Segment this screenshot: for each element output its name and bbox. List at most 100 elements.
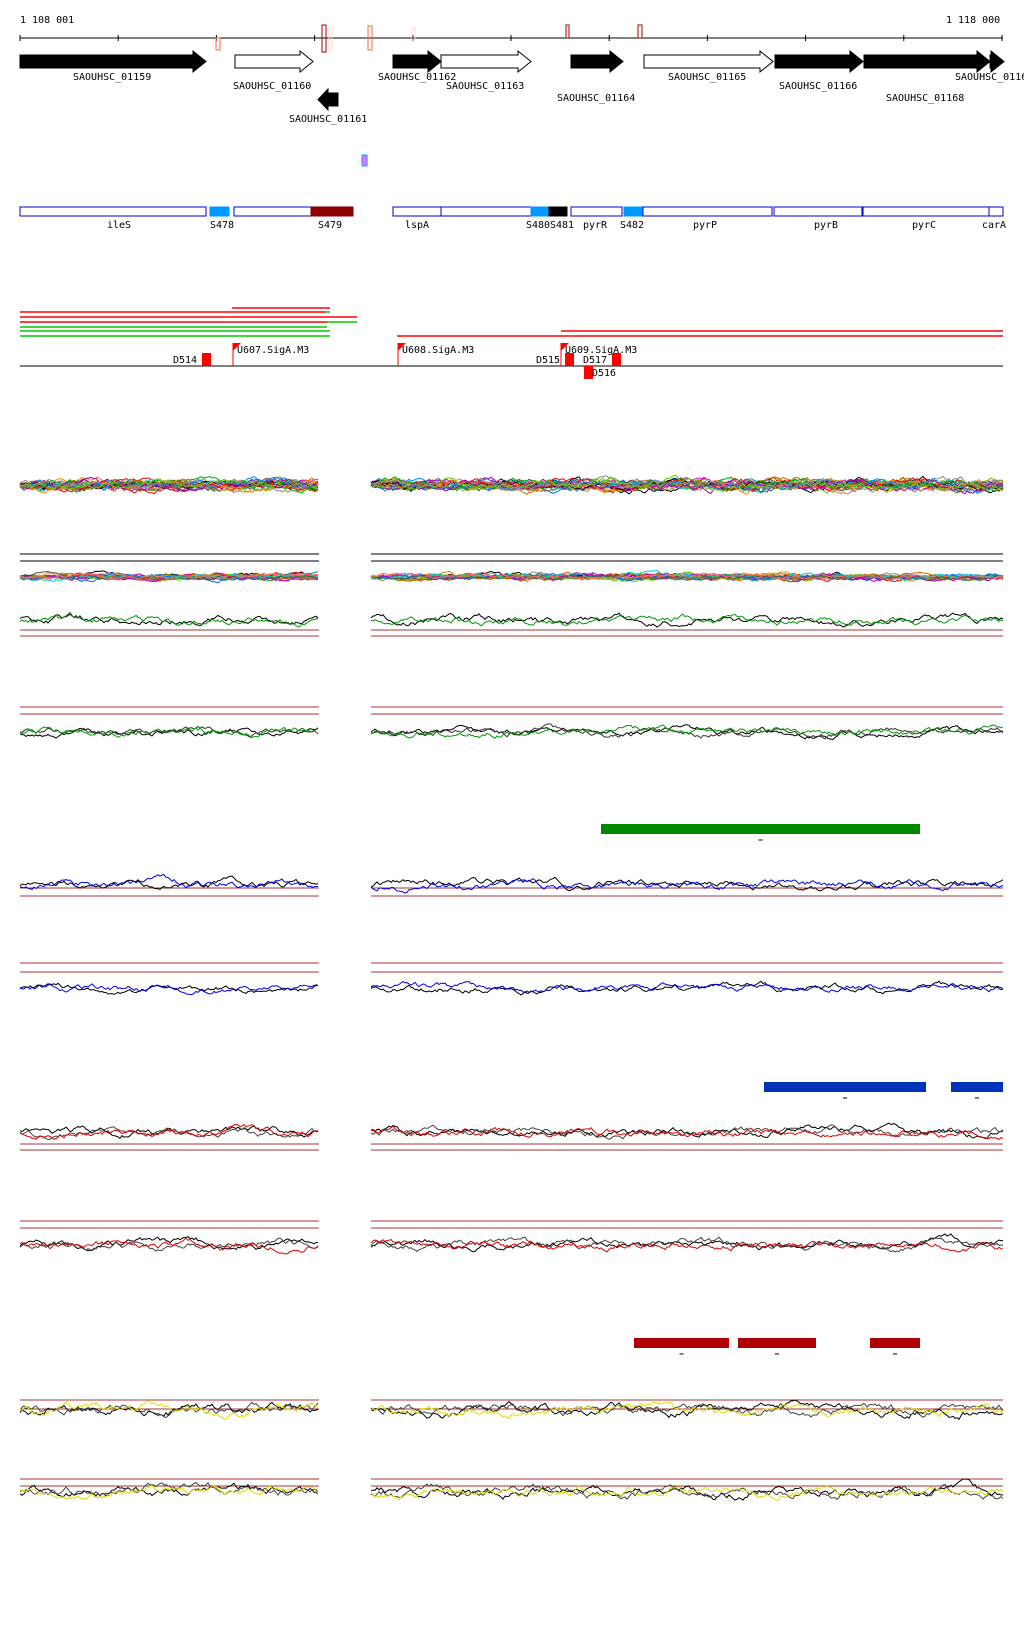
trace [370, 612, 1004, 628]
feature-label: S482 [620, 220, 644, 231]
trace [370, 1399, 1004, 1421]
trace [19, 1481, 319, 1497]
gene-label: SAOUHSC_01164 [557, 93, 635, 104]
site-marker [637, 24, 643, 39]
gene-arrow [643, 49, 774, 74]
trace [19, 1482, 319, 1498]
feature-pyrB [773, 206, 863, 217]
gene-label: SAOUHSC_01160 [233, 81, 311, 92]
site-marker [565, 24, 570, 39]
trace [370, 1403, 1004, 1418]
terminator-label: D514 [173, 355, 197, 366]
terminator-marker [612, 353, 621, 366]
gene-label: SAOUHSC_01165 [668, 72, 746, 83]
feature-label: pyrB [814, 220, 838, 231]
trace [370, 1478, 1004, 1501]
trace [370, 1125, 1004, 1141]
ruler-axis [19, 24, 1003, 167]
trace [19, 726, 319, 739]
trace [19, 983, 319, 995]
significance-bar [764, 1082, 926, 1092]
feature-carA [988, 206, 1004, 217]
trace [19, 1399, 319, 1420]
trace [20, 478, 319, 494]
terminator-marker [565, 353, 574, 366]
trace [370, 1401, 1004, 1419]
promoter-flag-icon [233, 343, 241, 351]
trace [370, 878, 1004, 894]
gene-arrow [989, 49, 1005, 74]
feature-S481 [548, 206, 568, 217]
trace [19, 1126, 319, 1140]
site-marker [361, 154, 368, 167]
feature-track: ileS S478 S479 lspA S480 S481 pyrR S482 pyrP pyrB… [19, 206, 1006, 231]
trace [19, 611, 319, 628]
gene-label: SAOUHSC_01162 [378, 72, 456, 83]
feature-ileS [19, 206, 207, 217]
trace [370, 723, 1004, 740]
terminator-label: D516 [592, 368, 616, 379]
promoter-label: U609.SigA.M3 [565, 345, 637, 356]
gene-label: SAOUHSC_01163 [446, 81, 524, 92]
trace [370, 478, 1004, 495]
trace [370, 477, 1004, 493]
significance-bar [870, 1338, 920, 1348]
site-marker [411, 27, 416, 41]
trace [370, 1122, 1004, 1139]
significance-bar [738, 1338, 816, 1348]
site-marker [215, 37, 221, 51]
feature-S479 [310, 206, 354, 217]
trace [370, 572, 1004, 581]
promoter-label: U607.SigA.M3 [237, 345, 309, 356]
gene-label: SAOUHSC_01166 [779, 81, 857, 92]
feature-pyrR [570, 206, 623, 217]
trace [370, 571, 1004, 582]
feature-box [233, 206, 312, 217]
trace [19, 1237, 319, 1255]
trace [19, 1123, 319, 1140]
feature-label: S481 [550, 220, 574, 231]
gene-arrow [440, 49, 532, 74]
read-lines [20, 307, 1003, 337]
promoter-label: U608.SigA.M3 [402, 345, 474, 356]
gene-arrow [774, 49, 864, 74]
gene-label: SAOUHSC_01161 [289, 114, 367, 125]
trace [19, 1237, 319, 1252]
site-marker [321, 24, 327, 53]
gene-arrow [392, 49, 442, 74]
feature-label: carA [982, 220, 1006, 231]
gene-arrow [317, 87, 339, 112]
gene-arrow [19, 49, 207, 74]
terminator-marker [202, 353, 211, 366]
trace [19, 478, 319, 493]
terminator-marker [584, 366, 593, 379]
feature-label: ileS [107, 220, 131, 231]
trace [19, 874, 318, 891]
feature-pyrP [642, 206, 773, 217]
trace [370, 1239, 1004, 1253]
trace [19, 875, 319, 891]
feature-pyrC [862, 206, 990, 217]
terminator-label: D517 [583, 355, 607, 366]
trace [19, 982, 319, 995]
feature-S478 [209, 206, 230, 217]
trace [370, 613, 1004, 627]
feature-label: S478 [210, 220, 234, 231]
expression-tracks [19, 474, 1004, 1502]
trace [19, 1485, 319, 1500]
gene-arrow [234, 49, 314, 74]
promoter-terminator-track: U607.SigA.M3 U608.SigA.M3 U609.SigA.M3 D514… [20, 343, 1003, 379]
trace [19, 727, 319, 739]
trace [19, 476, 319, 492]
gene-track: SAOUHSC_01159 SAOUHSC_01160 SAOUHSC_01161 S… [19, 49, 1024, 125]
trace [370, 876, 1004, 892]
feature-label: S480 [526, 220, 550, 231]
promoter-flag-icon [398, 343, 406, 351]
gene-arrow [863, 49, 991, 74]
trace [370, 1484, 1004, 1502]
feature-S480 [530, 206, 550, 217]
trace [370, 474, 1004, 493]
feature-label: S479 [318, 220, 342, 231]
